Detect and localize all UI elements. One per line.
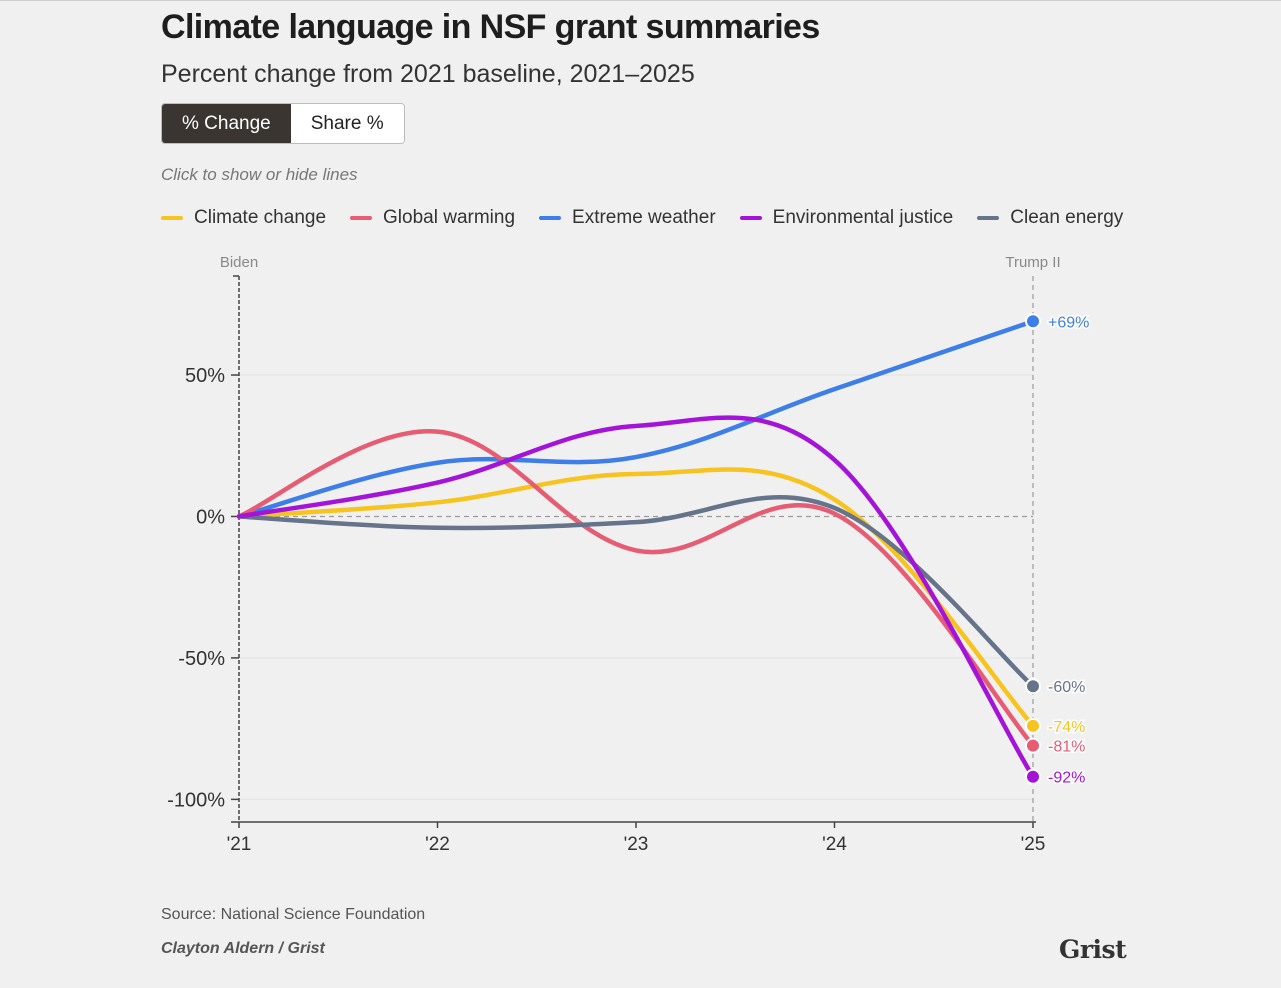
legend-swatch	[161, 216, 183, 220]
end-label: +69%	[1048, 314, 1089, 331]
x-tick-label: '25	[1021, 834, 1046, 855]
legend-swatch	[977, 216, 1000, 220]
grist-logo: Grist	[1059, 935, 1127, 964]
series-line-global-warming	[236, 429, 1036, 748]
series-line-extreme-weather	[236, 319, 1036, 519]
legend-item-extreme-weather[interactable]: Extreme weather	[539, 207, 716, 229]
toggle-share-percent-button[interactable]: Share %	[290, 104, 404, 143]
end-label: -60%	[1048, 679, 1085, 696]
end-point	[1025, 737, 1041, 754]
legend-swatch	[350, 216, 373, 220]
legend-item-global-warming[interactable]: Global warming	[350, 207, 515, 229]
source-note: Source: National Science Foundation	[161, 906, 426, 923]
y-tick-label: 0%	[196, 506, 225, 528]
legend-label: Global warming	[383, 207, 516, 228]
legend-label: Climate change	[194, 207, 327, 228]
legend: Climate change Global warming Extreme we…	[161, 207, 1147, 229]
end-label: -81%	[1048, 739, 1085, 756]
chart-title: Climate language in NSF grant summaries	[161, 8, 820, 46]
end-label: -92%	[1048, 770, 1085, 787]
top-rule	[0, 0, 1281, 1]
legend-item-clean-energy[interactable]: Clean energy	[977, 207, 1123, 229]
legend-label: Environmental justice	[772, 207, 954, 228]
toggle-percent-change-button[interactable]: % Change	[162, 104, 291, 143]
legend-hint: Click to show or hide lines	[161, 165, 358, 184]
x-tick-label: '21	[227, 834, 252, 855]
end-point	[1025, 768, 1041, 785]
chart-subtitle: Percent change from 2021 baseline, 2021–…	[161, 60, 695, 88]
x-tick-label: '22	[425, 834, 450, 855]
period-label-biden: Biden	[220, 254, 258, 271]
end-point	[1025, 313, 1041, 330]
x-tick-label: '24	[822, 834, 847, 855]
legend-swatch	[739, 216, 762, 220]
series-line-environmental-justice	[236, 415, 1036, 779]
period-label-trump: Trump II	[1005, 254, 1060, 271]
view-toggle: % Change Share %	[161, 103, 405, 144]
y-tick-label: -50%	[178, 648, 225, 670]
series-line-climate-change	[236, 467, 1036, 729]
end-point	[1025, 717, 1041, 734]
legend-swatch	[539, 216, 562, 220]
y-tick-label: 50%	[185, 365, 225, 387]
byline: Clayton Aldern / Grist	[161, 940, 325, 957]
end-label: -74%	[1048, 719, 1085, 736]
y-tick-label: -100%	[167, 789, 225, 811]
legend-item-environmental-justice[interactable]: Environmental justice	[739, 207, 954, 229]
legend-item-climate-change[interactable]: Climate change	[161, 207, 326, 229]
legend-label: Extreme weather	[572, 207, 716, 228]
line-chart: 50% 0% -50% -100% '21 '22 '23 '24 '25 Biden Trump …	[167, 254, 1091, 855]
legend-label: Clean energy	[1010, 207, 1124, 228]
x-tick-label: '23	[624, 834, 649, 855]
end-point	[1025, 678, 1041, 695]
